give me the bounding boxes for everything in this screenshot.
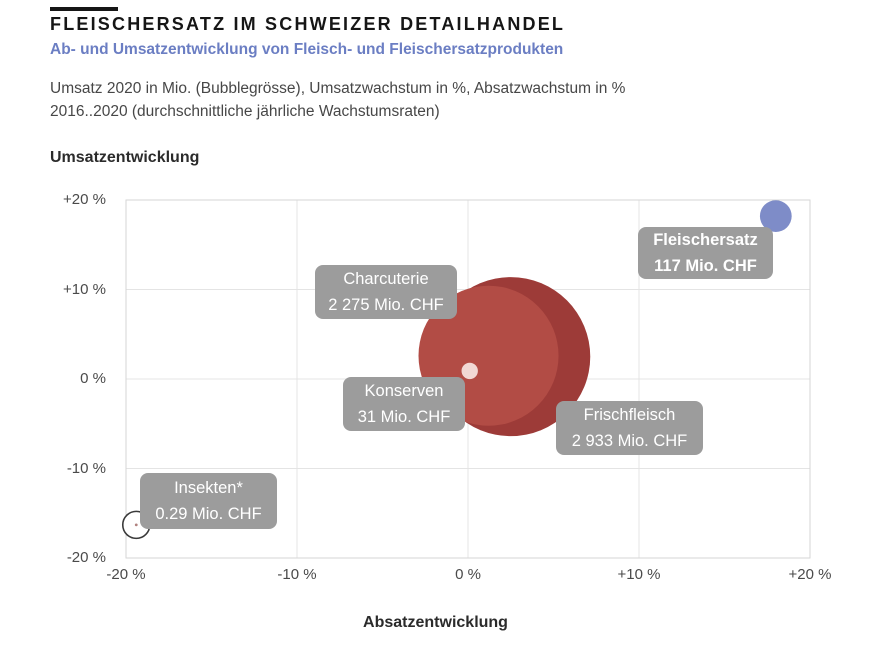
bubble-label-konserven: Konserven 31 Mio. CHF <box>343 377 465 431</box>
bubble-label-value: 0.29 Mio. CHF <box>155 505 262 523</box>
y-axis-title: Umsatzentwicklung <box>50 149 200 166</box>
chart-description-line2: 2016..2020 (durchschnittliche jährliche … <box>50 103 440 120</box>
bubble-label-value: 2 933 Mio. CHF <box>571 432 688 450</box>
bubble-label-insekten: Insekten* 0.29 Mio. CHF <box>140 473 277 529</box>
x-tick-label: +10 % <box>617 566 661 583</box>
bubble-insekten <box>134 523 138 527</box>
bubble-label-charcuterie: Charcuterie 2 275 Mio. CHF <box>315 265 457 319</box>
bubble-fleischersatz <box>759 200 792 232</box>
x-tick-label: -10 % <box>277 566 317 583</box>
y-tick-label: -20 % <box>66 549 106 566</box>
x-tick-label: -20 % <box>106 566 146 583</box>
chart-subtitle: Ab- und Umsatzentwicklung von Fleisch- u… <box>50 41 564 58</box>
bubble-label-fleischersatz: Fleischersatz 117 Mio. CHF <box>638 227 773 279</box>
bubble-label-name: Insekten* <box>174 479 243 497</box>
chart-description-line1: Umsatz 2020 in Mio. (Bubblegrösse), Umsa… <box>50 80 626 97</box>
bubble-label-name: Charcuterie <box>343 270 429 288</box>
bubble-konserven <box>461 362 478 380</box>
x-tick-label: 0 % <box>455 566 481 583</box>
y-tick-label: +10 % <box>63 280 106 298</box>
bubble-label-value: 31 Mio. CHF <box>357 408 451 426</box>
bubble-label-name: Konserven <box>364 382 444 400</box>
y-tick-label: +20 % <box>63 191 106 208</box>
y-tick-label: 0 % <box>80 370 106 387</box>
bubble-label-name: Frischfleisch <box>583 406 676 424</box>
bubble-label-value: 117 Mio. CHF <box>654 257 757 275</box>
bubble-label-frischfleisch: Frischfleisch 2 933 Mio. CHF <box>556 401 703 455</box>
plot-border <box>125 199 811 559</box>
bubble-label-value: 2 275 Mio. CHF <box>328 296 444 314</box>
title-accent-bar <box>50 7 118 11</box>
bubble-label-name: Fleischersatz <box>653 231 758 249</box>
x-tick-label: +20 % <box>788 566 832 583</box>
x-axis-title: Absatzentwicklung <box>363 614 508 631</box>
chart-title: FLEISCHERSATZ IM SCHWEIZER DETAILHANDEL <box>50 14 566 34</box>
y-tick-label: -10 % <box>66 459 106 477</box>
